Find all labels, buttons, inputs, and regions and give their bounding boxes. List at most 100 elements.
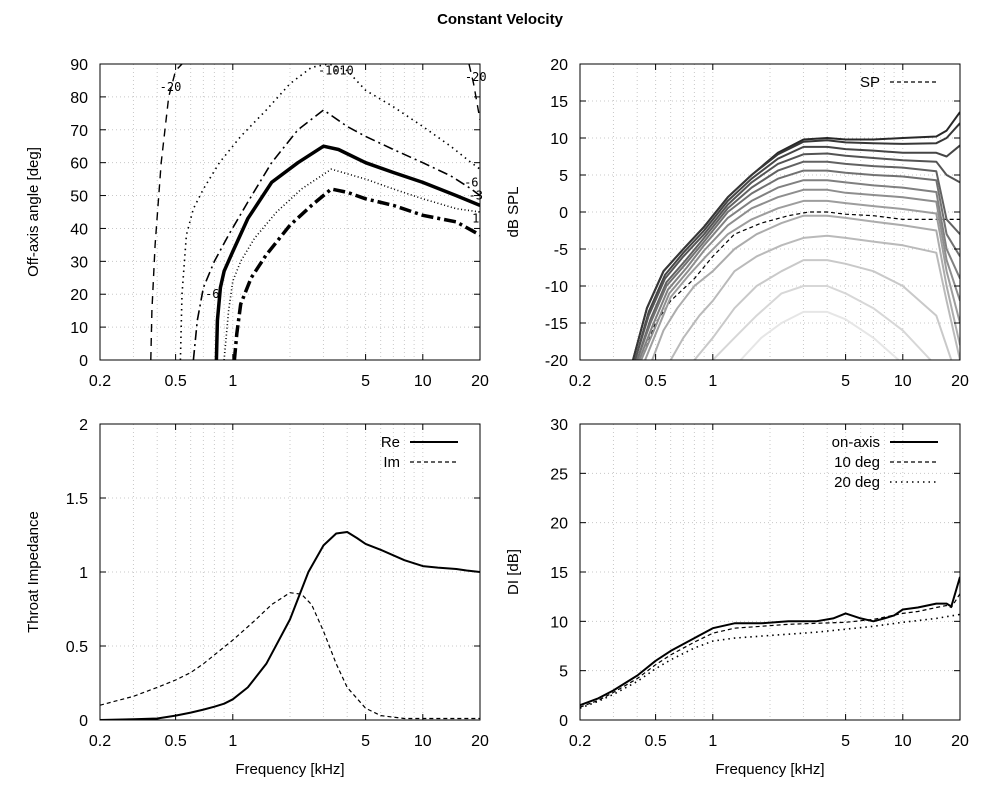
polar-panel: 0.2 0.5 1 5 10 20 0 10 20 30 40 50 60 70 80 90 Off-axis … (25, 57, 489, 390)
impedance-series-line (100, 531, 480, 720)
x-tick-label: 0.5 (644, 373, 666, 390)
impedance-plot-area (100, 531, 480, 720)
y-tick-label: 50 (70, 189, 88, 206)
x-tick-label: 10 (894, 733, 912, 750)
x-tick-label: 0.5 (644, 733, 666, 750)
legend-label: on-axis (832, 434, 880, 451)
impedance-x-axis-label: Frequency [kHz] (235, 761, 344, 778)
y-tick-label: 60 (70, 156, 88, 173)
polar-series-line (232, 187, 480, 360)
x-tick-label: 0.2 (569, 733, 591, 750)
x-tick-label: 5 (841, 373, 850, 390)
contour-level-label: -20 (465, 70, 487, 84)
legend-label: Re (381, 434, 400, 451)
x-tick-label: 20 (471, 373, 489, 390)
y-tick-label: 0 (79, 713, 88, 730)
y-tick-label: 1.5 (66, 491, 88, 508)
spl-plot-area (632, 111, 960, 360)
spl-series-line (636, 160, 960, 360)
y-tick-label: -5 (554, 242, 568, 259)
y-tick-label: -15 (545, 316, 568, 333)
y-tick-label: 10 (70, 320, 88, 337)
legend-label: 10 deg (834, 454, 880, 471)
y-tick-label: 70 (70, 123, 88, 140)
y-tick-label: 40 (70, 221, 88, 238)
polar-plot-area (150, 64, 480, 360)
di-series-line (580, 613, 960, 709)
x-tick-label: 1 (708, 373, 717, 390)
polar-series-line (192, 109, 480, 360)
di-series-line (580, 593, 960, 708)
y-tick-label: 5 (559, 664, 568, 681)
x-tick-label: 10 (414, 373, 432, 390)
spl-series-line (634, 144, 960, 360)
x-tick-label: 1 (228, 373, 237, 390)
spl-series-line (640, 211, 960, 360)
impedance-panel: 0.2 0.5 1 5 10 20 0 0.5 1 1.5 2 Throat Impedance Fre… (25, 417, 489, 778)
contour-level-label: -6 (205, 287, 219, 301)
y-tick-label: 25 (550, 466, 568, 483)
polar-series-line (214, 144, 480, 360)
polar-plot-frame (99, 63, 481, 361)
contour-level-label: -6 (464, 175, 478, 189)
spl-series-line (640, 188, 960, 360)
contour-level-label: 1 (472, 212, 479, 226)
x-tick-label: 5 (361, 733, 370, 750)
x-tick-label: 5 (361, 373, 370, 390)
y-tick-label: -20 (545, 353, 568, 370)
x-tick-label: 0.2 (89, 733, 111, 750)
y-tick-label: 90 (70, 57, 88, 74)
y-tick-label: 15 (550, 565, 568, 582)
x-tick-label: 0.5 (164, 373, 186, 390)
y-tick-label: 10 (550, 614, 568, 631)
y-tick-label: 0 (559, 205, 568, 222)
spl-series-line (632, 122, 960, 360)
x-tick-label: 20 (471, 733, 489, 750)
x-tick-label: 0.2 (569, 373, 591, 390)
y-tick-label: 1 (79, 565, 88, 582)
di-series-line (580, 576, 960, 707)
impedance-series-line (100, 592, 480, 720)
figure-title: Constant Velocity (437, 11, 564, 28)
legend-label: SP (860, 74, 880, 91)
polar-series-line (150, 64, 183, 360)
x-tick-label: 20 (951, 733, 969, 750)
y-tick-label: 10 (550, 131, 568, 148)
polar-series-line (468, 64, 480, 121)
di-x-axis-label: Frequency [kHz] (715, 761, 824, 778)
spl-y-axis-label: dB SPL (505, 187, 522, 238)
y-tick-label: 0 (79, 353, 88, 370)
y-tick-label: 2 (79, 417, 88, 434)
x-tick-label: 10 (414, 733, 432, 750)
x-tick-label: 0.5 (164, 733, 186, 750)
y-tick-label: 30 (70, 254, 88, 271)
spl-series-line (634, 152, 960, 360)
y-tick-label: 20 (550, 516, 568, 533)
x-tick-label: 10 (894, 373, 912, 390)
x-tick-label: 1 (708, 733, 717, 750)
polar-y-axis-label: Off-axis angle [deg] (25, 147, 42, 277)
y-tick-label: 20 (70, 287, 88, 304)
y-tick-label: 20 (550, 57, 568, 74)
spl-series-line (669, 234, 960, 360)
di-y-axis-label: DI [dB] (505, 549, 522, 595)
x-tick-label: 20 (951, 373, 969, 390)
impedance-y-axis-label: Throat Impedance (25, 511, 42, 633)
polar-series-line (179, 64, 480, 360)
spl-series-line (636, 169, 960, 360)
spl-series-line (739, 310, 900, 360)
x-tick-label: 1 (228, 733, 237, 750)
contour-level-label: -10 (332, 64, 354, 78)
contour-level-label: -10 (318, 64, 340, 78)
y-tick-label: 5 (559, 168, 568, 185)
contour-level-label: -3 (469, 189, 483, 203)
y-tick-label: 0 (559, 713, 568, 730)
spl-series-line (638, 179, 960, 360)
legend-label: 20 deg (834, 474, 880, 491)
y-tick-label: 80 (70, 90, 88, 107)
legend-label: Im (383, 454, 400, 471)
spl-series-line (651, 214, 960, 360)
